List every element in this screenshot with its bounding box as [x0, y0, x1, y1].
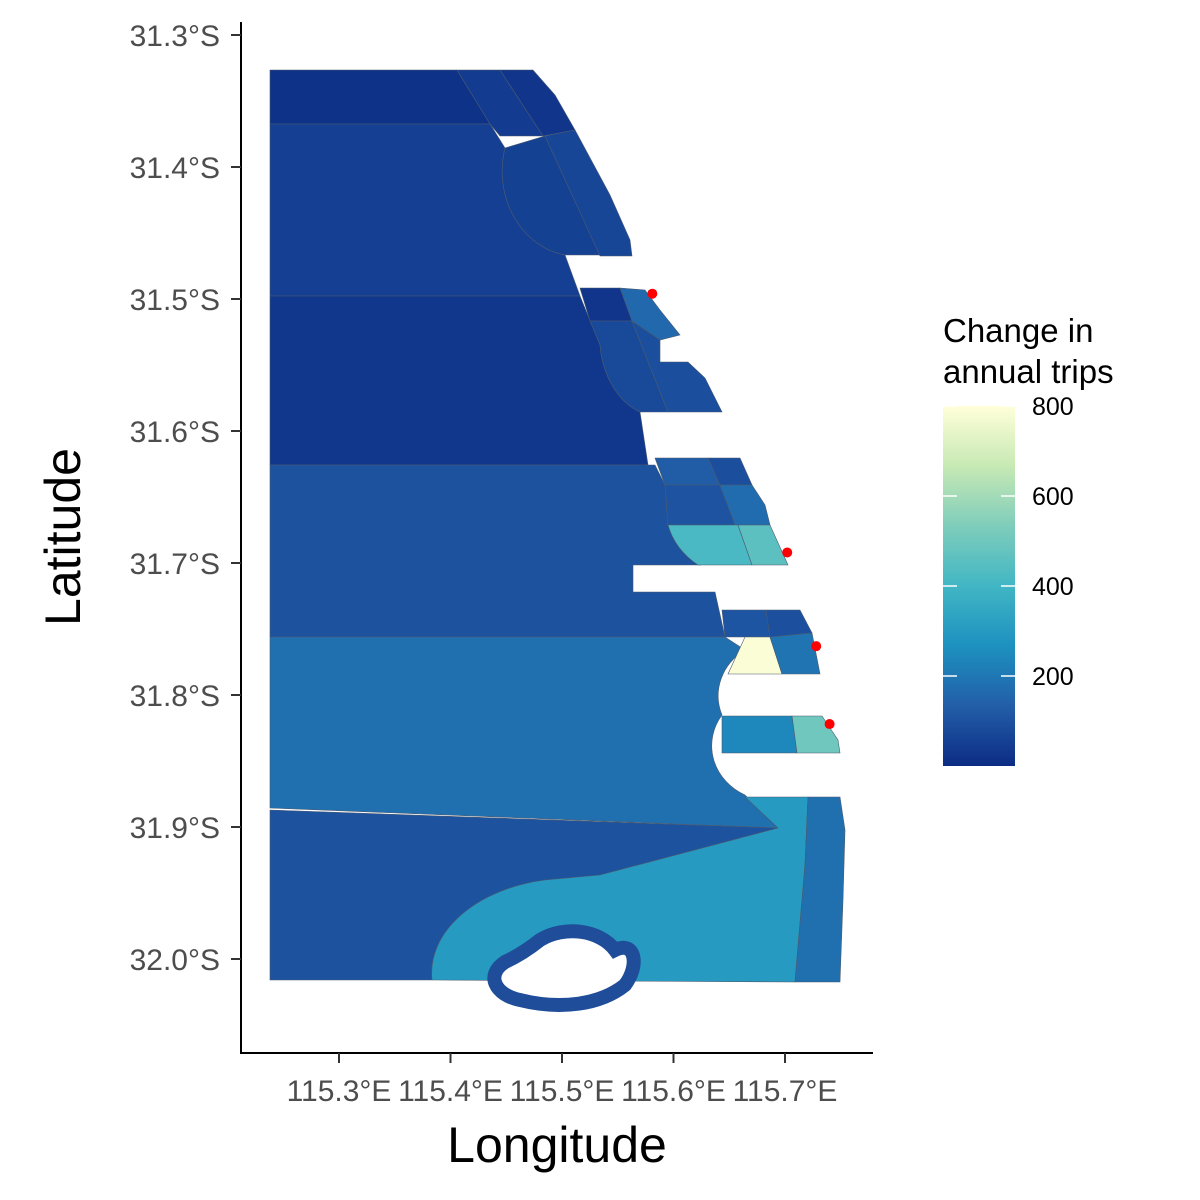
- island-outline: [487, 924, 641, 1012]
- legend-tick-label: 200: [1032, 663, 1074, 691]
- y-tick-label: 31.6°S: [130, 416, 220, 449]
- y-tick-label: 31.3°S: [130, 20, 220, 53]
- axes: 31.3°S 31.4°S 31.5°S 31.6°S 31.7°S 31.8°S 31.9…: [130, 20, 873, 1108]
- map-panel: [269, 69, 846, 1012]
- site-point: [782, 547, 793, 558]
- zone-polygon: [269, 464, 726, 638]
- zone-polygon: [544, 129, 633, 257]
- zone-polygon: [719, 484, 771, 526]
- x-tick-label: 115.4°E: [398, 1075, 503, 1108]
- zone-polygon: [589, 320, 669, 413]
- zone-polygon: [431, 796, 809, 983]
- x-ticks: 115.3°E 115.4°E 115.5°E 115.6°E 115.7°E: [287, 1053, 838, 1108]
- legend-tick-label: 400: [1032, 573, 1074, 601]
- zone-polygon: [667, 524, 753, 566]
- y-tick-label: 31.9°S: [130, 812, 220, 845]
- zone-polygon: [765, 609, 813, 638]
- y-tick-label: 31.4°S: [130, 152, 220, 185]
- y-tick-label: 31.7°S: [130, 548, 220, 581]
- zone-polygon: [794, 796, 846, 983]
- x-tick-label: 115.7°E: [733, 1075, 838, 1108]
- points-layer: [647, 288, 835, 730]
- zone-polygon: [769, 632, 821, 675]
- y-tick-label: 31.8°S: [130, 680, 220, 713]
- x-axis-title: Longitude: [447, 1117, 667, 1173]
- zone-polygon: [456, 69, 544, 137]
- zone-polygon: [721, 609, 771, 638]
- y-axis-title: Latitude: [35, 448, 91, 626]
- site-point: [811, 641, 822, 652]
- y-ticks: 31.3°S 31.4°S 31.5°S 31.6°S 31.7°S 31.8°S 31.9…: [130, 20, 241, 977]
- x-tick-label: 115.6°E: [621, 1075, 726, 1108]
- legend: Change in annual trips 800 600 400 200: [943, 312, 1114, 766]
- zone-polygon: [721, 715, 798, 754]
- zone-polygon: [501, 135, 601, 256]
- x-tick-label: 115.5°E: [510, 1075, 615, 1108]
- legend-tick-label: 800: [1032, 393, 1074, 421]
- y-tick-label: 32.0°S: [130, 944, 220, 977]
- legend-tick-label: 600: [1032, 483, 1074, 511]
- legend-ticks: 800 600 400 200: [943, 393, 1074, 691]
- y-tick-label: 31.5°S: [130, 284, 220, 317]
- zone-polygon: [499, 69, 576, 137]
- site-point: [824, 719, 835, 730]
- legend-title-line1: Change in: [943, 312, 1093, 349]
- zone-polygon: [737, 524, 789, 566]
- zone-polygon: [631, 320, 723, 413]
- zone-polygon: [269, 636, 779, 829]
- legend-title-line2: annual trips: [943, 353, 1114, 390]
- x-tick-label: 115.3°E: [287, 1075, 392, 1108]
- zone-polygon: [269, 69, 491, 125]
- site-point: [647, 288, 658, 299]
